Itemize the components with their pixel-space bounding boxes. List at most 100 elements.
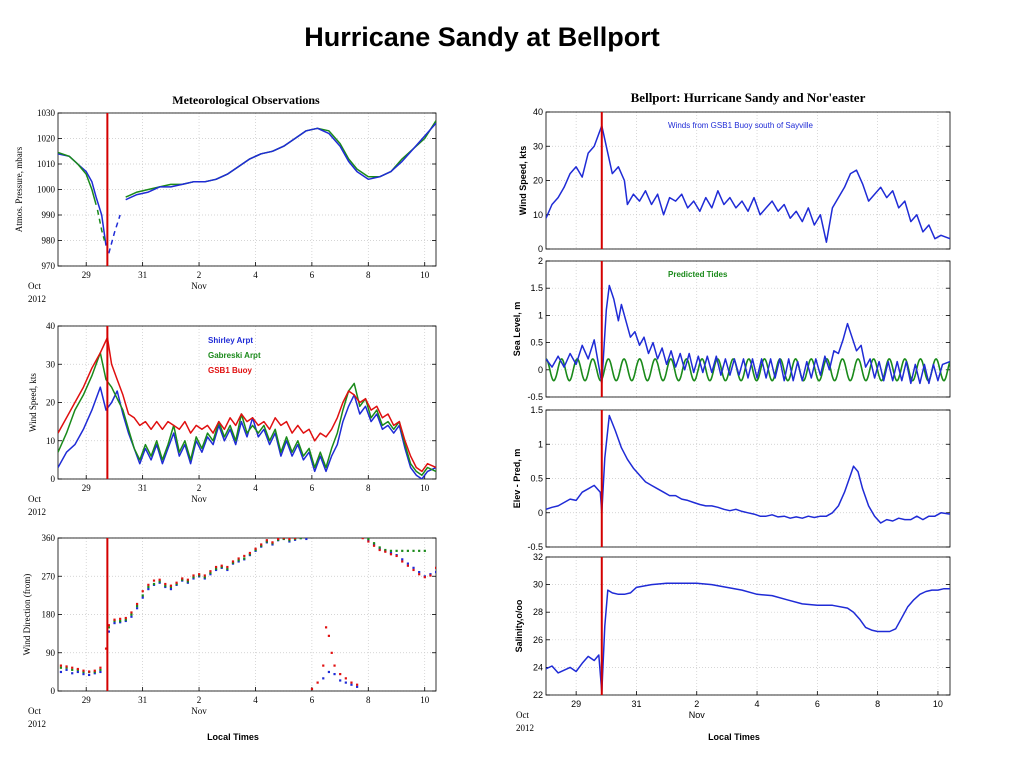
x-tick-label: 31 (138, 695, 147, 705)
scatter-point (65, 666, 68, 669)
series-line-5 (125, 122, 436, 201)
scatter-point (99, 666, 102, 669)
scatter-point (288, 539, 291, 542)
x-tick-label: 2 (694, 699, 699, 709)
chart-elev-minus-pred: -0.5 0 0.5 1 1.5 Elev - Pred, m (512, 405, 951, 552)
x-tick-label: 29 (82, 483, 92, 493)
scatter-point (350, 683, 353, 686)
scatter-point (423, 549, 426, 552)
scatter-point (65, 665, 68, 668)
x-tick-label: 6 (310, 483, 315, 493)
scatter-point (135, 607, 139, 610)
scatter-point (88, 673, 91, 677)
series-group (546, 124, 950, 243)
scatter-point (299, 538, 302, 540)
scatter-point (395, 554, 398, 558)
series-group (58, 120, 436, 254)
scatter-point (119, 617, 122, 620)
scatter-point (350, 681, 353, 684)
x-tick-label: 2 (197, 483, 202, 493)
scatter-point (418, 573, 421, 576)
series-line-0 (546, 582, 950, 693)
scatter-point (418, 571, 421, 574)
x-tick-label: 2 (197, 270, 202, 280)
scatter-point (310, 687, 314, 691)
series-line-4 (125, 120, 436, 198)
left-figure-title: Meteorological Observations (172, 93, 320, 107)
x-tick-label: 6 (815, 699, 820, 709)
scatter-point (231, 560, 235, 563)
scatter-point (406, 549, 409, 552)
y-tick-label: 0.5 (530, 474, 543, 484)
x-tick-label: 8 (366, 483, 371, 493)
scatter-point (59, 666, 63, 669)
series-line-0 (546, 284, 950, 385)
scatter-point (288, 540, 291, 543)
scatter-point (203, 576, 206, 579)
x-corner-label: 2012 (516, 723, 534, 733)
scatter-point (198, 573, 201, 576)
scatter-point (203, 577, 206, 580)
scatter-point (288, 538, 291, 541)
y-axis-label: Wind Speed, kts (518, 146, 528, 215)
scatter-point (327, 670, 331, 674)
y-tick-label: 2 (538, 256, 543, 266)
y-tick-label: 1.5 (530, 283, 543, 293)
scatter-point (135, 605, 139, 608)
scatter-point (82, 673, 85, 676)
x-tick-label: 6 (310, 270, 315, 280)
y-tick-label: 1000 (37, 185, 56, 195)
y-axis-label: Wind Direction (from) (22, 574, 32, 656)
y-tick-label: 1.5 (530, 405, 543, 415)
y-tick-label: 40 (533, 107, 543, 117)
scatter-point (113, 622, 116, 625)
scatter-point (324, 626, 328, 629)
scatter-point (237, 559, 240, 562)
scatter-point (339, 679, 342, 682)
x-tick-label: 10 (420, 483, 430, 493)
scatter-point (248, 551, 252, 555)
scatter-point (169, 584, 173, 587)
x-corner-label: Oct (28, 706, 41, 716)
chart-sea-level: -0.5 0 0.5 1 1.5 2 Sea Level, m Predicted Tides (512, 256, 951, 402)
scatter-point (243, 554, 246, 558)
series-line-2 (96, 209, 106, 241)
scatter-point (378, 546, 381, 549)
scatter-point (147, 588, 150, 591)
scatter-point (169, 588, 173, 591)
series-group (59, 538, 436, 691)
y-tick-label: -0.5 (527, 392, 543, 402)
scatter-point (330, 651, 333, 654)
scatter-point (164, 582, 167, 586)
x-tick-label: 4 (253, 483, 258, 493)
scatter-point (130, 611, 133, 614)
y-tick-label: 1010 (37, 159, 56, 169)
x-tick-label: 8 (875, 699, 880, 709)
scatter-point (356, 683, 359, 686)
y-tick-label: 10 (46, 436, 56, 446)
left-footer-label: Local Times (207, 732, 259, 742)
x-corner-label: 2012 (28, 719, 46, 729)
scatter-point (181, 578, 184, 581)
x-tick-label: 10 (933, 699, 943, 709)
x-tick-label: 8 (366, 270, 371, 280)
scatter-point (164, 584, 167, 587)
scatter-point (277, 538, 280, 541)
scatter-point (423, 576, 426, 579)
scatter-point (406, 564, 409, 567)
scatter-point (333, 673, 336, 676)
scatter-point (254, 548, 257, 552)
series-line-3 (108, 214, 121, 254)
scatter-point (378, 548, 381, 552)
scatter-point (209, 573, 212, 576)
scatter-point (113, 619, 116, 623)
right-footer-label: Local Times (708, 732, 760, 742)
scatter-point (119, 621, 122, 624)
y-axis-label: Atmos. Pressure, mbars (14, 146, 24, 232)
scatter-point (93, 670, 96, 674)
series-line-gabreski-arpt (58, 352, 436, 476)
scatter-point (175, 582, 178, 586)
x-tick-label: 31 (138, 270, 147, 280)
